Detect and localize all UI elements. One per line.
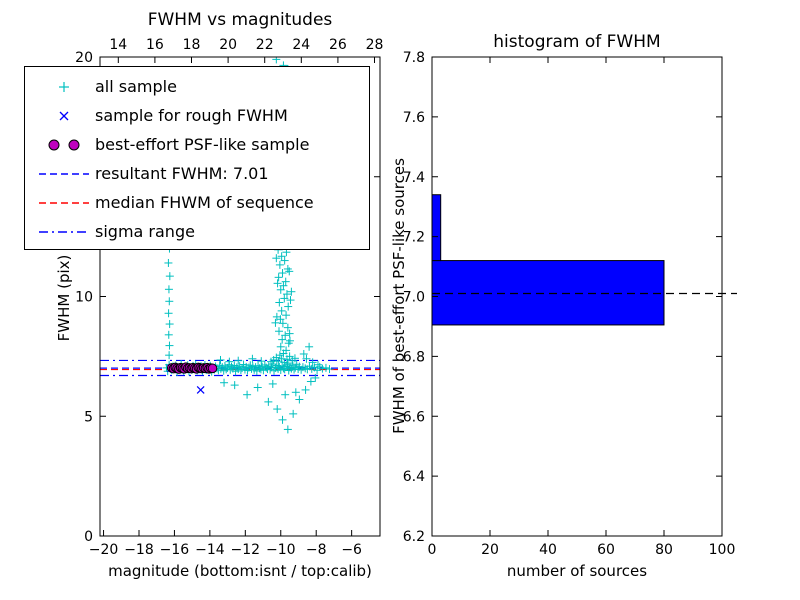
svg-text:80: 80 [655, 542, 673, 558]
histogram-bar [431, 194, 442, 262]
svg-text:20: 20 [75, 50, 93, 66]
svg-text:18: 18 [183, 37, 201, 53]
scatter-points [162, 57, 334, 434]
svg-text:−6: −6 [341, 542, 362, 558]
dashed-line-icon [33, 164, 95, 184]
svg-text:7.6: 7.6 [403, 110, 425, 126]
legend-label-median-fhwm: median FHWM of sequence [95, 193, 314, 212]
svg-text:−18: −18 [124, 542, 154, 558]
legend-item-resultant-fwhm: resultant FWHM: 7.01 [33, 159, 365, 188]
svg-text:7.4: 7.4 [403, 170, 425, 186]
svg-text:7.2: 7.2 [403, 230, 425, 246]
svg-text:−20: −20 [89, 542, 119, 558]
svg-text:6.2: 6.2 [403, 529, 425, 545]
svg-text:20: 20 [219, 37, 237, 53]
svg-text:−8: −8 [306, 542, 327, 558]
dashdot-line-icon [33, 222, 95, 242]
svg-text:−16: −16 [160, 542, 190, 558]
svg-text:6.4: 6.4 [403, 469, 425, 485]
legend-item-median-fhwm: median FHWM of sequence [33, 188, 365, 217]
legend-item-psf-sample: best-effort PSF-like sample [33, 130, 365, 159]
left-plot-ylabel: FWHM (pix) [55, 254, 73, 342]
histogram-bar [431, 260, 665, 326]
legend-item-all-sample: all sample [33, 72, 365, 101]
legend-label-rough-fwhm-sample: sample for rough FWHM [95, 106, 288, 125]
x-marker-icon [33, 106, 95, 126]
legend-item-rough-fwhm-sample: sample for rough FWHM [33, 101, 365, 130]
legend-label-resultant-fwhm: resultant FWHM: 7.01 [95, 164, 269, 183]
svg-text:14: 14 [109, 37, 127, 53]
svg-text:6.8: 6.8 [403, 349, 425, 365]
dashed-line-icon [33, 193, 95, 213]
svg-text:40: 40 [539, 542, 557, 558]
right-plot-ylabel: FWHM of best-effort PSF-like sources [390, 158, 408, 434]
left-plot-title: FWHM vs magnitudes [147, 10, 333, 30]
svg-text:26: 26 [329, 37, 347, 53]
svg-text:60: 60 [597, 542, 615, 558]
svg-text:16: 16 [146, 37, 164, 53]
svg-text:10: 10 [75, 290, 93, 306]
legend-label-all-sample: all sample [95, 77, 177, 96]
legend-item-sigma-range: sigma range [33, 217, 365, 246]
svg-text:22: 22 [256, 37, 274, 53]
svg-text:−10: −10 [266, 542, 296, 558]
svg-text:20: 20 [481, 542, 499, 558]
svg-text:0: 0 [84, 529, 93, 545]
right-plot-xlabel: number of sources [506, 562, 648, 580]
svg-text:7.0: 7.0 [403, 290, 425, 306]
legend-label-sigma-range: sigma range [95, 222, 195, 241]
svg-text:−14: −14 [195, 542, 225, 558]
svg-text:−12: −12 [231, 542, 261, 558]
svg-text:28: 28 [366, 37, 384, 53]
right-plot-title: histogram of FWHM [493, 32, 661, 52]
series-o [166, 362, 218, 374]
svg-text:100: 100 [709, 542, 736, 558]
histogram-bars [431, 194, 665, 326]
circle-marker-icon [33, 135, 95, 155]
svg-text:5: 5 [84, 409, 93, 425]
legend: all sample sample for rough FWHM best-ef… [24, 66, 370, 250]
svg-text:7.8: 7.8 [403, 50, 425, 66]
plus-marker-icon [33, 77, 95, 97]
svg-text:24: 24 [292, 37, 310, 53]
legend-label-psf-sample: best-effort PSF-like sample [95, 135, 310, 154]
svg-text:6.6: 6.6 [403, 409, 425, 425]
svg-text:0: 0 [428, 542, 437, 558]
left-plot-xlabel: magnitude (bottom:isnt / top:calib) [108, 562, 372, 580]
